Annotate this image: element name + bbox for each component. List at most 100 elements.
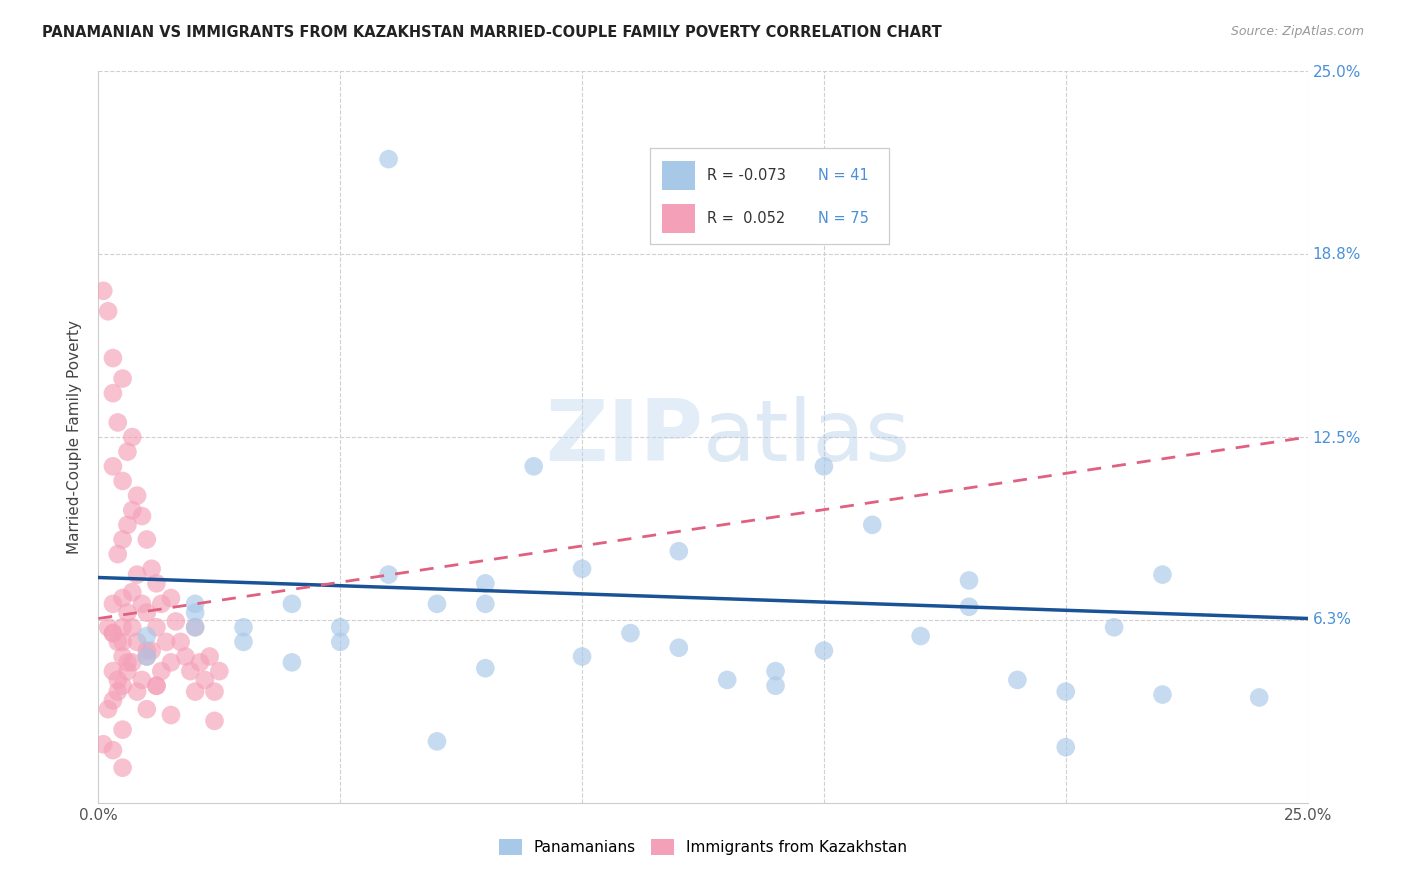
Point bbox=[121, 620, 143, 634]
Point bbox=[91, 284, 114, 298]
Point bbox=[174, 649, 197, 664]
Point bbox=[111, 723, 134, 737]
Point bbox=[910, 629, 932, 643]
Point bbox=[281, 656, 304, 670]
Point bbox=[474, 661, 496, 675]
Point bbox=[1054, 684, 1077, 698]
Point bbox=[188, 656, 211, 670]
Point bbox=[281, 597, 304, 611]
Point bbox=[194, 673, 217, 687]
Point bbox=[107, 684, 129, 698]
Point bbox=[1249, 690, 1271, 705]
Point bbox=[474, 597, 496, 611]
Point bbox=[150, 597, 173, 611]
Point bbox=[179, 664, 201, 678]
Text: N = 41: N = 41 bbox=[817, 168, 869, 183]
Point bbox=[145, 620, 167, 634]
Point bbox=[101, 693, 124, 707]
Point bbox=[1007, 673, 1029, 687]
Text: atlas: atlas bbox=[703, 395, 911, 479]
Point bbox=[145, 679, 167, 693]
Point bbox=[160, 591, 183, 605]
Point bbox=[117, 444, 139, 458]
Point bbox=[377, 152, 399, 166]
Point bbox=[1102, 620, 1125, 634]
Point bbox=[107, 416, 129, 430]
Point bbox=[957, 574, 980, 588]
Point bbox=[111, 649, 134, 664]
Point bbox=[117, 664, 139, 678]
Point bbox=[107, 635, 129, 649]
Point bbox=[813, 459, 835, 474]
Point bbox=[135, 702, 157, 716]
FancyBboxPatch shape bbox=[662, 204, 696, 233]
Point bbox=[141, 643, 163, 657]
Point bbox=[426, 734, 449, 748]
Point bbox=[117, 606, 139, 620]
Point bbox=[91, 737, 114, 751]
Point bbox=[957, 599, 980, 614]
Text: Source: ZipAtlas.com: Source: ZipAtlas.com bbox=[1230, 25, 1364, 38]
Point bbox=[329, 635, 352, 649]
Point bbox=[135, 533, 157, 547]
Point bbox=[131, 673, 153, 687]
Text: PANAMANIAN VS IMMIGRANTS FROM KAZAKHSTAN MARRIED-COUPLE FAMILY POVERTY CORRELATI: PANAMANIAN VS IMMIGRANTS FROM KAZAKHSTAN… bbox=[42, 25, 942, 40]
Point bbox=[204, 684, 226, 698]
Point bbox=[160, 708, 183, 723]
Point bbox=[571, 562, 593, 576]
Point bbox=[765, 664, 787, 678]
Point bbox=[1152, 688, 1174, 702]
Point bbox=[111, 371, 134, 385]
Point bbox=[127, 489, 149, 503]
Point bbox=[135, 649, 157, 664]
Point bbox=[101, 743, 124, 757]
Point bbox=[111, 474, 134, 488]
Point bbox=[117, 517, 139, 532]
Point bbox=[101, 351, 124, 365]
Point bbox=[160, 656, 183, 670]
Point bbox=[155, 635, 177, 649]
Text: ZIP: ZIP bbox=[546, 395, 703, 479]
Point bbox=[121, 656, 143, 670]
Point bbox=[101, 626, 124, 640]
Point bbox=[150, 664, 173, 678]
Point bbox=[765, 679, 787, 693]
Point bbox=[127, 567, 149, 582]
Point bbox=[101, 386, 124, 401]
Point bbox=[121, 585, 143, 599]
Point bbox=[1054, 740, 1077, 755]
Point bbox=[619, 626, 641, 640]
Point bbox=[121, 503, 143, 517]
Point bbox=[101, 597, 124, 611]
Point bbox=[101, 664, 124, 678]
Point bbox=[184, 684, 207, 698]
Point bbox=[121, 430, 143, 444]
Y-axis label: Married-Couple Family Poverty: Married-Couple Family Poverty bbox=[67, 320, 83, 554]
Point bbox=[135, 649, 157, 664]
Point bbox=[474, 576, 496, 591]
Text: N = 75: N = 75 bbox=[817, 211, 869, 226]
Point bbox=[813, 643, 835, 657]
Point bbox=[131, 509, 153, 524]
Point bbox=[107, 547, 129, 561]
Point bbox=[131, 597, 153, 611]
Point bbox=[127, 684, 149, 698]
Point bbox=[101, 626, 124, 640]
Point bbox=[571, 649, 593, 664]
FancyBboxPatch shape bbox=[662, 161, 696, 190]
Point bbox=[135, 629, 157, 643]
Point bbox=[232, 635, 254, 649]
Point bbox=[107, 673, 129, 687]
Legend: Panamanians, Immigrants from Kazakhstan: Panamanians, Immigrants from Kazakhstan bbox=[492, 833, 914, 861]
Point bbox=[145, 679, 167, 693]
Point bbox=[127, 635, 149, 649]
Point bbox=[198, 649, 221, 664]
Point bbox=[111, 635, 134, 649]
Point bbox=[111, 591, 134, 605]
Point bbox=[668, 640, 690, 655]
Point bbox=[208, 664, 231, 678]
Point bbox=[204, 714, 226, 728]
Point bbox=[377, 567, 399, 582]
Point bbox=[145, 576, 167, 591]
Point bbox=[716, 673, 738, 687]
